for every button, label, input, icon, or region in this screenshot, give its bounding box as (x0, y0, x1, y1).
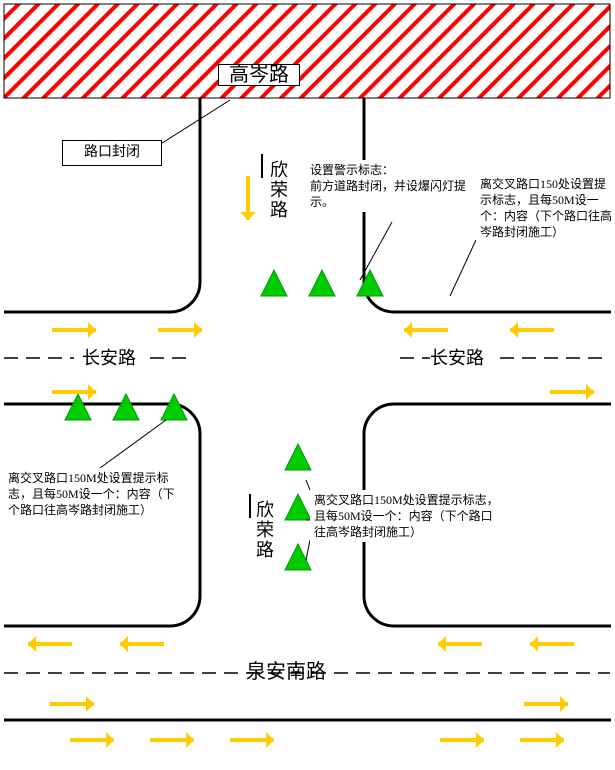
leader-line (306, 540, 310, 560)
warning-triangle-icon (357, 270, 383, 296)
callout-east: 离交叉路口150处设置提示标志，且每50M设一个：内容（下个路口往高岑路封闭施工… (476, 174, 615, 242)
road-edge (364, 282, 611, 312)
flow-arrow-head-icon (88, 384, 96, 400)
warning-triangle-icon (261, 270, 287, 296)
leader-line (306, 480, 310, 490)
title-gaocen: 高岑路 (218, 64, 300, 86)
callout-west: 离交叉路口150M处设置提示标志，且每50M设一个：内容（下个路口往高岑路封闭施… (4, 468, 186, 520)
leader-line (450, 240, 476, 296)
flow-arrow-head-icon (194, 322, 202, 338)
flow-arrow-head-icon (120, 636, 128, 652)
leader-line (100, 420, 166, 468)
road-changan-left: 长安路 (82, 350, 136, 366)
flow-arrow-head-icon (186, 732, 194, 748)
callout-closed: 路口封闭 (62, 140, 162, 166)
road-xinrong-top: 欣荣路 (270, 160, 286, 220)
warning-triangle-icon (309, 270, 335, 296)
callout-warn: 设置警示标志： 前方道路封闭，并设爆闪灯提示。 (306, 160, 492, 212)
flow-arrow-head-icon (530, 636, 538, 652)
flow-arrow-head-icon (28, 636, 36, 652)
callout-south: 离交叉路口150M处设置提示标志，且每50M设一个：内容（下个路口往高岑路封闭施… (310, 490, 506, 542)
flow-arrow-head-icon (510, 322, 518, 338)
road-edge (4, 282, 200, 312)
road-changan-right: 长安路 (430, 350, 484, 366)
flow-arrow-head-icon (88, 322, 96, 338)
flow-arrow-head-icon (106, 732, 114, 748)
flow-arrow-head-icon (556, 732, 564, 748)
flow-arrow-head-icon (438, 636, 446, 652)
warning-triangle-icon (65, 394, 91, 420)
flow-arrow-head-icon (404, 322, 412, 338)
road-quanan: 泉安南路 (246, 664, 326, 680)
warning-triangle-icon (113, 394, 139, 420)
warning-triangle-icon (285, 444, 311, 470)
warning-triangle-icon (285, 494, 311, 520)
flow-arrow-head-icon (86, 696, 94, 712)
flow-arrow-head-icon (560, 696, 568, 712)
road-edge (364, 596, 611, 626)
road-edge (364, 404, 611, 434)
flow-arrow-head-icon (240, 212, 256, 220)
flow-arrow-head-icon (476, 732, 484, 748)
road-edge (4, 596, 200, 626)
closed-area (4, 4, 610, 98)
flow-arrow-head-icon (586, 384, 594, 400)
flow-arrow-head-icon (266, 732, 274, 748)
road-xinrong-mid: 欣荣路 (256, 500, 272, 560)
diagram-canvas (0, 0, 615, 770)
